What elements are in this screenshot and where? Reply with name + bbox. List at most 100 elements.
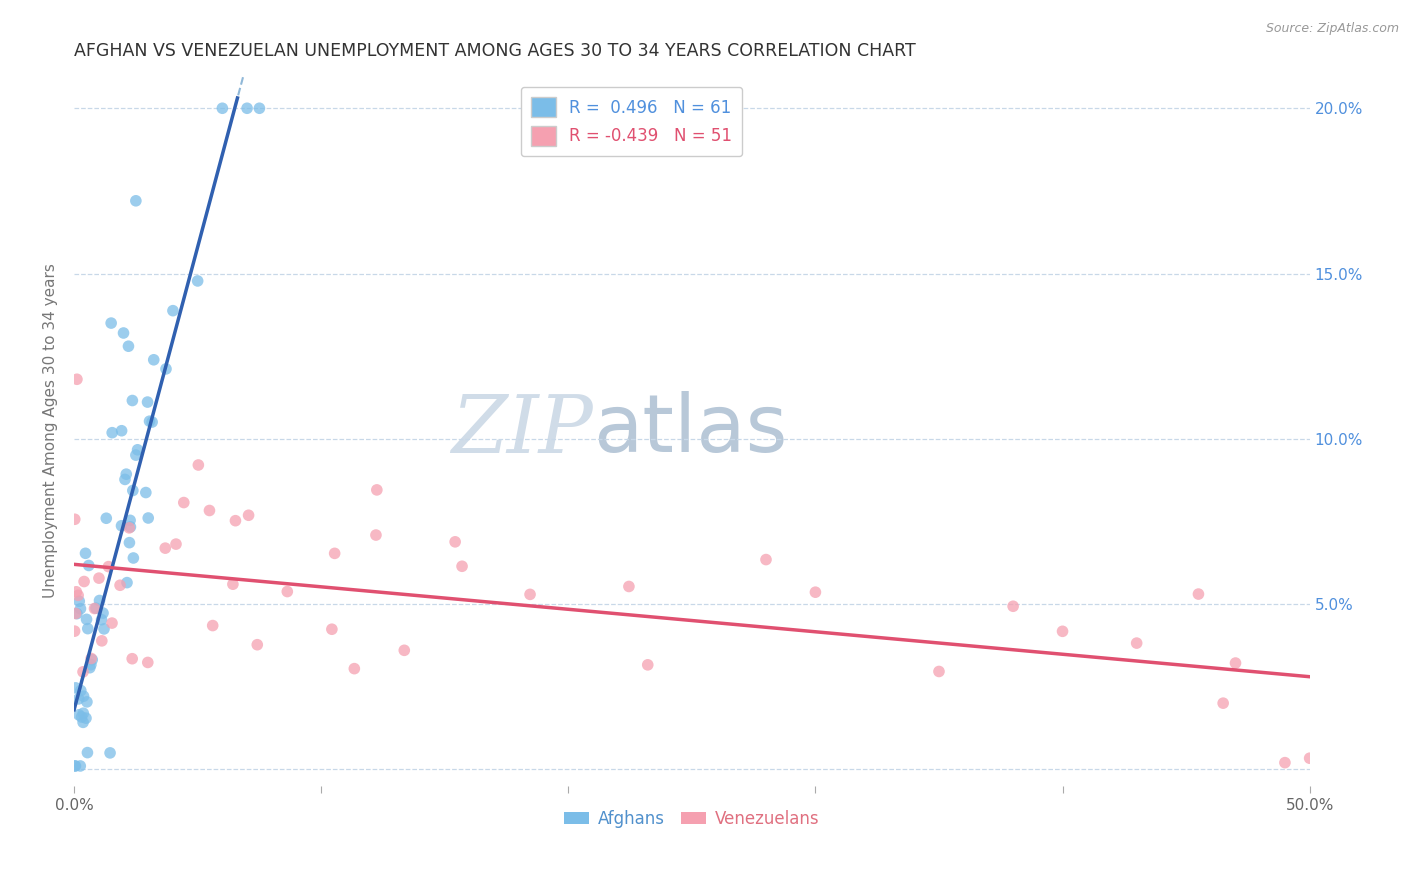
Point bbox=[65, 681, 87, 695]
Point bbox=[238, 508, 260, 523]
Point bbox=[76, 612, 98, 626]
Point bbox=[249, 101, 271, 115]
Point bbox=[120, 520, 142, 534]
Point bbox=[110, 424, 132, 438]
Point bbox=[755, 552, 778, 566]
Point bbox=[321, 622, 343, 636]
Point bbox=[91, 606, 114, 620]
Point bbox=[1225, 656, 1247, 670]
Point bbox=[276, 584, 298, 599]
Point bbox=[201, 618, 224, 632]
Point bbox=[122, 551, 145, 566]
Point bbox=[1125, 636, 1147, 650]
Point bbox=[66, 607, 89, 621]
Point bbox=[222, 577, 245, 591]
Point bbox=[142, 352, 165, 367]
Point bbox=[451, 559, 474, 574]
Point bbox=[101, 425, 124, 440]
Text: ZIP: ZIP bbox=[451, 392, 593, 469]
Point bbox=[141, 415, 163, 429]
Point bbox=[155, 541, 177, 556]
Point bbox=[187, 274, 209, 288]
Point bbox=[75, 711, 97, 725]
Text: AFGHAN VS VENEZUELAN UNEMPLOYMENT AMONG AGES 30 TO 34 YEARS CORRELATION CHART: AFGHAN VS VENEZUELAN UNEMPLOYMENT AMONG … bbox=[75, 42, 915, 60]
Point bbox=[67, 594, 90, 608]
Point bbox=[76, 695, 98, 709]
Point bbox=[1298, 751, 1320, 765]
Point bbox=[67, 707, 90, 722]
Point bbox=[73, 574, 96, 589]
Point bbox=[84, 601, 107, 615]
Point bbox=[804, 585, 827, 599]
Point bbox=[637, 657, 659, 672]
Point bbox=[101, 616, 124, 631]
Point bbox=[69, 683, 91, 698]
Point bbox=[72, 690, 94, 704]
Point bbox=[136, 395, 159, 409]
Point bbox=[187, 458, 209, 472]
Point bbox=[162, 303, 184, 318]
Point bbox=[136, 511, 159, 525]
Point bbox=[198, 503, 221, 517]
Point bbox=[138, 414, 160, 428]
Point bbox=[80, 651, 103, 665]
Point bbox=[69, 759, 91, 773]
Point bbox=[108, 578, 131, 592]
Point bbox=[444, 534, 467, 549]
Point bbox=[82, 653, 104, 667]
Point bbox=[69, 601, 91, 615]
Point bbox=[121, 483, 143, 498]
Point bbox=[76, 622, 98, 636]
Point bbox=[75, 546, 97, 560]
Point bbox=[323, 546, 346, 560]
Point bbox=[928, 665, 950, 679]
Point bbox=[72, 715, 94, 730]
Point bbox=[121, 651, 143, 665]
Point bbox=[1212, 696, 1234, 710]
Point bbox=[93, 622, 115, 636]
Point bbox=[617, 579, 640, 593]
Point bbox=[63, 512, 86, 526]
Point bbox=[90, 633, 112, 648]
Point bbox=[90, 613, 112, 627]
Point bbox=[519, 587, 541, 601]
Point bbox=[79, 661, 101, 675]
Point bbox=[63, 624, 86, 639]
Point bbox=[1187, 587, 1209, 601]
Point bbox=[394, 643, 416, 657]
Point bbox=[114, 472, 136, 486]
Point bbox=[96, 511, 118, 525]
Point bbox=[246, 638, 269, 652]
Point bbox=[165, 537, 187, 551]
Point bbox=[120, 513, 142, 527]
Point bbox=[115, 575, 138, 590]
Point bbox=[117, 339, 139, 353]
Text: atlas: atlas bbox=[593, 392, 787, 469]
Point bbox=[1052, 624, 1074, 639]
Point bbox=[125, 194, 148, 208]
Point bbox=[125, 448, 148, 462]
Point bbox=[76, 746, 98, 760]
Y-axis label: Unemployment Among Ages 30 to 34 years: Unemployment Among Ages 30 to 34 years bbox=[44, 263, 58, 598]
Point bbox=[70, 710, 93, 724]
Point bbox=[66, 372, 89, 386]
Text: Source: ZipAtlas.com: Source: ZipAtlas.com bbox=[1265, 22, 1399, 36]
Point bbox=[343, 662, 366, 676]
Point bbox=[110, 518, 132, 533]
Point bbox=[211, 101, 233, 115]
Point bbox=[115, 467, 138, 482]
Point bbox=[80, 657, 103, 672]
Point bbox=[65, 584, 87, 599]
Legend: Afghans, Venezuelans: Afghans, Venezuelans bbox=[558, 803, 825, 834]
Point bbox=[366, 483, 388, 497]
Point bbox=[136, 656, 159, 670]
Point bbox=[87, 571, 110, 585]
Point bbox=[364, 528, 387, 542]
Point bbox=[67, 692, 90, 706]
Point bbox=[97, 559, 120, 574]
Point bbox=[98, 746, 121, 760]
Point bbox=[100, 316, 122, 330]
Point bbox=[155, 362, 177, 376]
Point bbox=[173, 495, 195, 509]
Point bbox=[83, 601, 105, 615]
